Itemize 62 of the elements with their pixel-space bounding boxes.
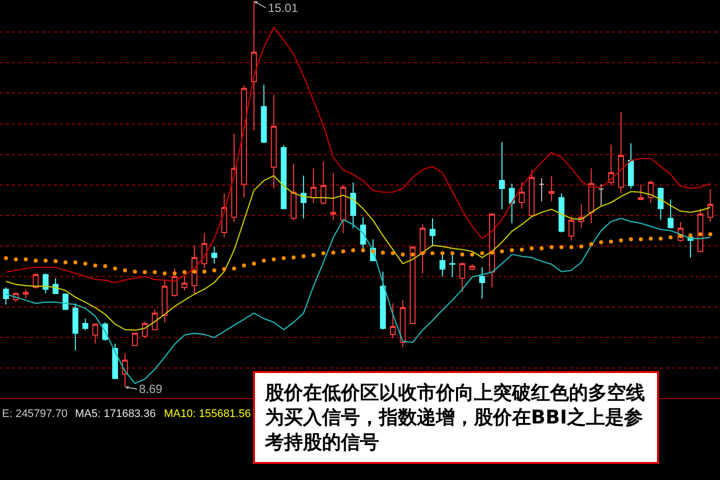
candlestick [380, 271, 386, 330]
candlestick [172, 268, 178, 298]
annotation: 股价在低价区以收市价向上突破红色的多空线为买入信号，指数递增，股价在BBI之上是参考持股的信号 [264, 382, 645, 454]
candlestick [707, 188, 714, 223]
candlestick [290, 162, 297, 221]
candlestick [62, 293, 68, 311]
candlestick [618, 112, 624, 194]
candlestick [231, 133, 238, 223]
candlestick [72, 302, 78, 351]
candlestick [469, 264, 476, 271]
candlestick [668, 199, 674, 229]
candlestick [538, 178, 545, 202]
candlestick [508, 183, 515, 224]
candlestick [568, 216, 574, 241]
annotation: 15.01 [268, 1, 298, 15]
candlestick [112, 343, 118, 380]
candlestick [420, 224, 426, 274]
text: E: 245797.70 [2, 408, 68, 420]
candlestick [340, 184, 346, 234]
candlestick [400, 300, 406, 348]
candlestick [260, 84, 267, 144]
candlestick [241, 84, 247, 198]
candlestick [638, 184, 644, 201]
candlestick [211, 246, 218, 264]
candlestick [350, 182, 356, 229]
candlestick [628, 142, 634, 189]
candlestick [518, 182, 525, 210]
candlestick [310, 168, 316, 204]
candlestick [489, 213, 495, 288]
candlestick [162, 280, 168, 323]
candlestick [142, 321, 148, 339]
candlestick [320, 161, 326, 205]
candlestick [479, 266, 486, 299]
candlestick [548, 176, 554, 202]
candlestick [201, 232, 208, 270]
candlestick [3, 286, 9, 306]
candlestick [558, 192, 564, 233]
candlestick [182, 274, 188, 291]
candlestick [390, 302, 396, 339]
text: MA5: 171683.36 [75, 408, 156, 420]
candlestick [608, 144, 614, 186]
candlestick [440, 252, 446, 277]
candlestick [22, 288, 29, 299]
candlestick [430, 218, 436, 248]
candlestick [598, 184, 604, 206]
candlestick [697, 208, 704, 254]
candlestick [330, 172, 336, 221]
candlestick [92, 322, 98, 344]
candlestick [82, 318, 88, 331]
candlestick [449, 252, 456, 278]
candlestick [42, 272, 49, 294]
candlestick [528, 170, 535, 218]
candlestick [499, 142, 505, 210]
candlestick [280, 144, 287, 210]
candlestick [300, 175, 306, 219]
candlestick [270, 94, 277, 189]
candlestick [132, 332, 138, 347]
annotation: 8.69 [139, 382, 163, 396]
text: MA10: 155681.56 [164, 408, 251, 420]
candlestick [588, 168, 594, 224]
candlestick [459, 262, 466, 293]
candlestick [658, 186, 664, 220]
